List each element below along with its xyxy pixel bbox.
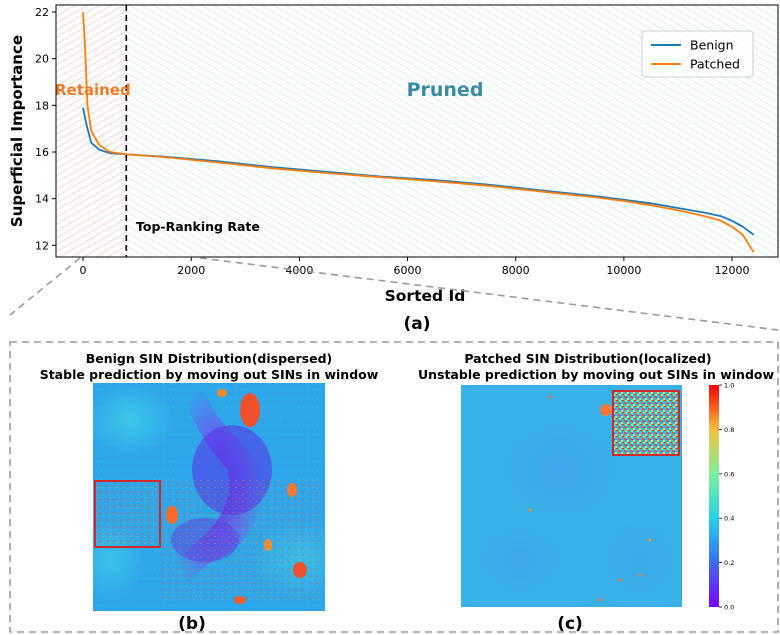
x-tick-label: 12000 xyxy=(715,264,750,277)
colorbar-tick-label: 0.8 xyxy=(724,426,734,434)
colorbar-tick-label: 0.2 xyxy=(724,559,734,567)
plot-frame xyxy=(55,4,779,258)
y-tick-label: 20 xyxy=(35,53,49,66)
zoom-connector-right xyxy=(199,257,779,331)
legend-label-patched: Patched xyxy=(690,57,740,72)
colorbar xyxy=(709,385,719,607)
series-line-patched xyxy=(82,11,755,253)
zoom-connector-left xyxy=(9,257,81,316)
y-tick-label: 18 xyxy=(35,99,49,112)
y-tick-label: 22 xyxy=(35,6,49,19)
x-axis-label: Sorted Id xyxy=(385,287,466,305)
colorbar-tick-label: 0.4 xyxy=(724,515,734,523)
patched-window xyxy=(612,390,680,456)
retained-label: Retained xyxy=(55,81,131,99)
patched-caption: (c) xyxy=(557,614,583,634)
colorbar-ticks: 0.0 0.2 0.4 0.6 0.8 1.0 xyxy=(719,382,734,612)
patched-heatmap xyxy=(461,385,682,607)
patched-heatmap-panel: Patched SIN Distribution(localized) Unst… xyxy=(418,351,775,634)
legend: Benign Patched xyxy=(641,30,754,78)
y-tick-label: 16 xyxy=(35,146,49,159)
colorbar-tick-label: 0.6 xyxy=(724,470,734,478)
x-tick-label: 2000 xyxy=(177,264,205,277)
x-tick-label: 10000 xyxy=(606,264,641,277)
benign-heatmap xyxy=(93,383,325,611)
chart-caption: (a) xyxy=(403,314,430,334)
patched-subtitle: Unstable prediction by moving out SINs i… xyxy=(418,367,775,382)
benign-subtitle: Stable prediction by moving out SINs in … xyxy=(40,367,379,382)
benign-window xyxy=(94,480,161,548)
x-tick-label: 6000 xyxy=(394,264,422,277)
benign-title: Benign SIN Distribution(dispersed) xyxy=(86,351,333,366)
patched-title: Patched SIN Distribution(localized) xyxy=(464,351,711,366)
y-tick-label: 14 xyxy=(35,193,49,206)
pruned-label: Pruned xyxy=(407,79,484,101)
x-tick-label: 8000 xyxy=(502,264,530,277)
threshold-label: Top-Ranking Rate xyxy=(136,219,260,234)
colorbar-tick-label: 1.0 xyxy=(724,382,734,390)
y-tick-label: 12 xyxy=(35,239,49,252)
y-axis-label: Superficial Importance xyxy=(8,35,26,227)
series-line-benign xyxy=(82,107,755,236)
x-tick-label: 0 xyxy=(80,264,87,277)
benign-heatmap-panel: Benign SIN Distribution(dispersed) Stabl… xyxy=(40,351,379,634)
colorbar-tick-label: 0.0 xyxy=(724,604,734,612)
legend-label-benign: Benign xyxy=(690,38,734,53)
benign-caption: (b) xyxy=(178,614,206,634)
heatmap-frame xyxy=(9,341,779,633)
importance-line-chart: Top-Ranking Rate Retained Pruned Benign Patc… xyxy=(8,4,779,334)
legend-box xyxy=(641,30,754,78)
